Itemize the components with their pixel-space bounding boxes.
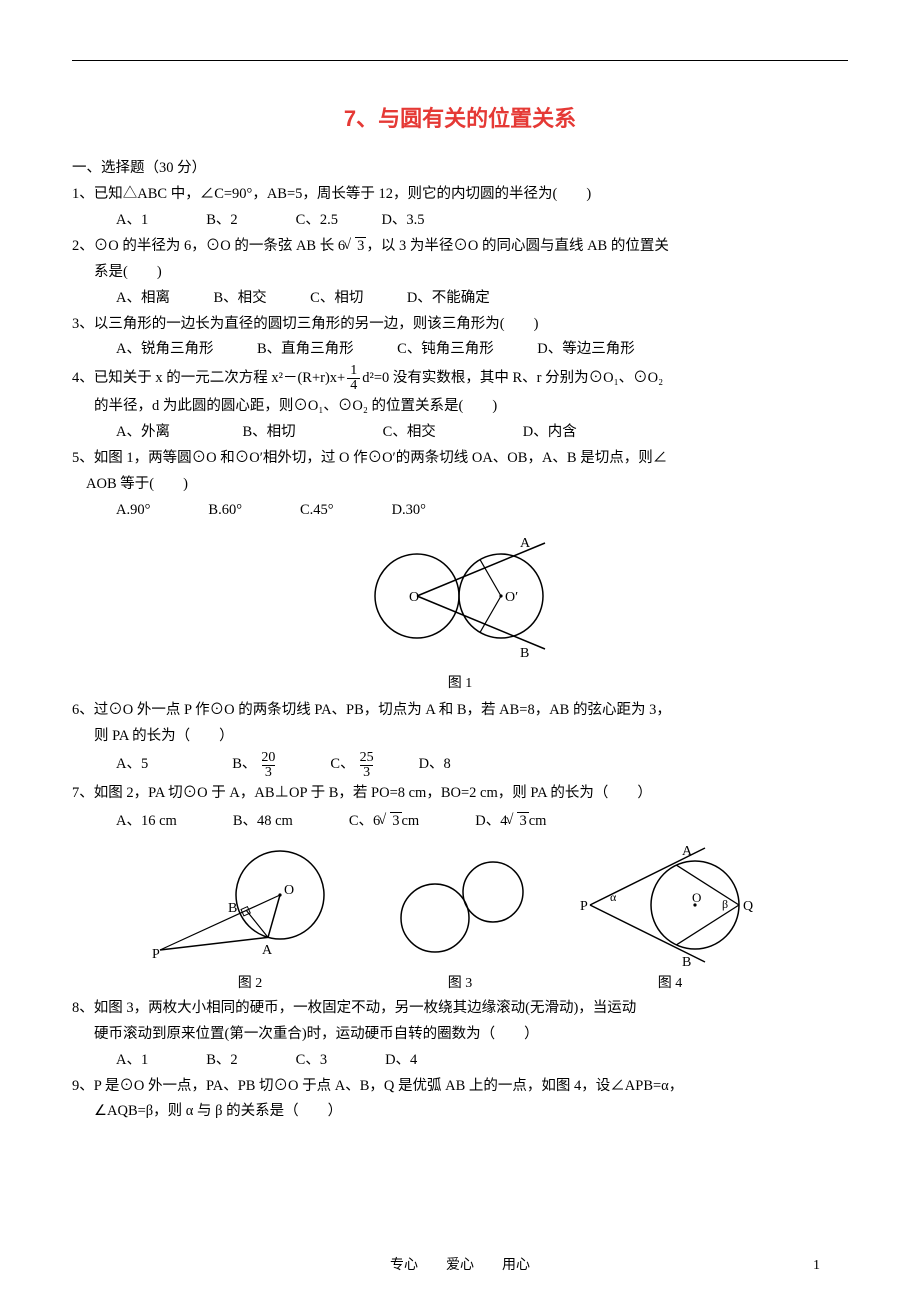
fig2-B: B [228, 901, 237, 916]
q6-optD: D、8 [419, 753, 451, 777]
q6-options: A、5 B、 20 3 C、 25 3 D、8 [116, 751, 848, 780]
q6-stem1: 6、过⊙O 外一点 P 作⊙O 的两条切线 PA、PB，切点为 A 和 B，若 … [72, 699, 848, 723]
page-number: 1 [813, 1258, 820, 1274]
q4-options: A、外离 B、相切 C、相交 D、内含 [116, 421, 848, 445]
fig4-beta: β [722, 897, 728, 911]
q9-stem2: ∠AQB=β，则 α 与 β 的关系是（ ） [94, 1100, 848, 1124]
q7-optD-suf: cm [529, 810, 547, 834]
q2-options: A、相离 B、相交 C、相切 D、不能确定 [116, 287, 848, 311]
q2-stem-b: ，以 3 为半径⊙O 的同心圆与直线 AB 的位置关 [366, 235, 669, 259]
top-rule [72, 60, 848, 61]
content-body: 一、选择题（30 分） 1、已知△ABC 中，∠C=90°，AB=5，周长等于 … [72, 157, 848, 1124]
fig1-A: A [520, 536, 531, 551]
fig4-O: O [692, 890, 701, 905]
q4-stem-b: d²=0 没有实数根，其中 R、r 分别为⊙O₁、⊙O₂ [362, 367, 663, 391]
q7-stem: 7、如图 2，PA 切⊙O 于 A，AB⊥OP 于 B，若 PO=8 cm，BO… [72, 782, 848, 806]
q3-options: A、锐角三角形 B、直角三角形 C、钝角三角形 D、等边三角形 [116, 338, 848, 362]
footer-motto: 专心 爱心 用心 [390, 1258, 530, 1273]
q4-stem-a: 4、已知关于 x 的一元二次方程 x²－(R+r)x+ [72, 367, 345, 391]
q2-stem-line1: 2、⊙O 的半径为 6，⊙O 的一条弦 AB 长 6 3 ，以 3 为半径⊙O … [72, 235, 848, 259]
figure-3-caption: 图 3 [380, 972, 540, 995]
fig2-P: P [152, 947, 160, 962]
fig2-A: A [262, 943, 273, 958]
fig1-B: B [520, 646, 529, 661]
fig4-A: A [682, 844, 693, 859]
q6-optC-pre: C、 [330, 753, 354, 777]
q4-stem-line1: 4、已知关于 x 的一元二次方程 x²－(R+r)x+ 1 4 d²=0 没有实… [72, 364, 848, 393]
fig4-P: P [580, 899, 588, 914]
figure-3-svg [380, 840, 540, 970]
fig4-B: B [682, 955, 691, 970]
q6-optA: A、5 [116, 753, 148, 777]
figure-2-svg: P A B O [150, 840, 350, 970]
q6-stem2: 则 PA 的长为（ ） [94, 725, 848, 749]
fig1-O: O [409, 590, 419, 605]
fig4-alpha: α [610, 890, 617, 904]
q1-stem: 1、已知△ABC 中，∠C=90°，AB=5，周长等于 12，则它的内切圆的半径… [72, 183, 848, 207]
fig1-Op: O′ [505, 590, 518, 605]
q8-options: A、1 B、2 C、3 D、4 [116, 1049, 848, 1073]
q3-stem: 3、以三角形的一边长为直径的圆切三角形的另一边，则该三角形为( ) [72, 313, 848, 337]
q2-sqrt3: 3 [345, 235, 366, 259]
figure-1: O O′ A B 图 1 [72, 531, 848, 695]
q2-stem-c: 系是( ) [94, 261, 848, 285]
q4-stem-c: 的半径，d 为此圆的圆心距，则⊙O₁、⊙O₂ 的位置关系是( ) [94, 395, 848, 419]
q7-optA: A、16 cm [116, 810, 177, 834]
figure-4-caption: 图 4 [570, 972, 770, 995]
figure-row-234: P A B O 图 2 图 3 [72, 840, 848, 995]
q7-optD-pre: D、4 [475, 810, 507, 834]
q7-optB: B、48 cm [233, 810, 293, 834]
figure-1-caption: 图 1 [72, 672, 848, 695]
q5-options: A.90° B.60° C.45° D.30° [116, 499, 848, 523]
q8-stem2: 硬币滚动到原来位置(第一次重合)时，运动硬币自转的圈数为（ ） [94, 1023, 848, 1047]
q7-optC-sqrt: 3 [380, 810, 401, 834]
figure-4-svg: P A B O Q α β [570, 840, 770, 970]
q5-stem2: AOB 等于( ) [86, 473, 848, 497]
page-title: 7、与圆有关的位置关系 [72, 101, 848, 133]
fig2-O: O [284, 883, 294, 898]
figure-1-svg: O O′ A B [345, 531, 575, 661]
q9-stem1: 9、P 是⊙O 外一点，PA、PB 切⊙O 于点 A、B，Q 是优弧 AB 上的… [72, 1075, 848, 1099]
q8-stem1: 8、如图 3，两枚大小相同的硬币，一枚固定不动，另一枚绕其边缘滚动(无滑动)，当… [72, 997, 848, 1021]
q6-optB-frac: 20 3 [258, 751, 278, 780]
q6-optB-pre: B、 [232, 753, 256, 777]
q6-optC-frac: 25 3 [357, 751, 377, 780]
page-footer: 专心 爱心 用心 1 [0, 1254, 920, 1274]
q7-optD-sqrt: 3 [507, 810, 528, 834]
q7-optC-pre: C、6 [349, 810, 380, 834]
fig4-Q: Q [743, 899, 753, 914]
q2-stem-a: 2、⊙O 的半径为 6，⊙O 的一条弦 AB 长 6 [72, 235, 345, 259]
q5-stem1: 5、如图 1，两等圆⊙O 和⊙O′相外切，过 O 作⊙O′的两条切线 OA、OB… [72, 447, 848, 471]
q1-options: A、1 B、2 C、2.5 D、3.5 [116, 209, 848, 233]
q4-frac: 1 4 [347, 364, 360, 393]
figure-2-caption: 图 2 [150, 972, 350, 995]
q7-options: A、16 cm B、48 cm C、6 3 cm D、4 3 cm [116, 810, 848, 834]
section-heading: 一、选择题（30 分） [72, 157, 848, 181]
q7-optC-suf: cm [402, 810, 420, 834]
